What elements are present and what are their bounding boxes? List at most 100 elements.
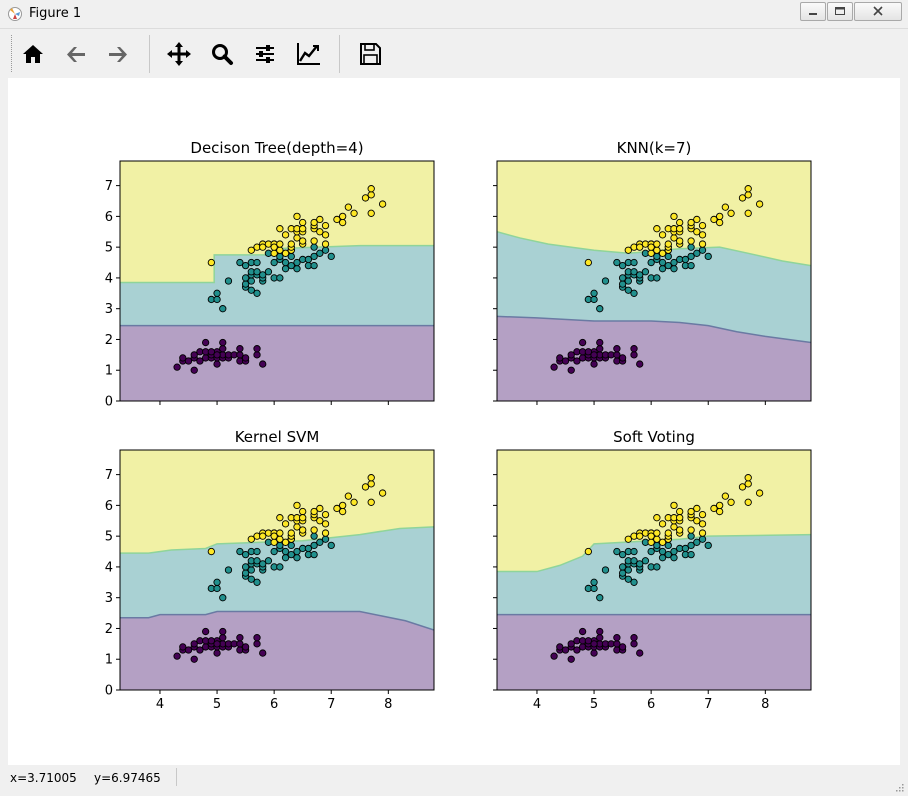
data-point-class-1 — [630, 268, 638, 276]
region-class-0 — [120, 325, 434, 401]
subplot-2: KNN(k=7) — [493, 139, 812, 405]
data-point-class-2 — [321, 510, 330, 519]
data-point-class-2 — [624, 246, 632, 254]
home-button[interactable] — [16, 37, 50, 71]
subplot-title: Kernel SVM — [235, 428, 320, 446]
data-point-class-1 — [264, 557, 273, 565]
subplot-title: KNN(k=7) — [617, 139, 692, 157]
data-point-class-1 — [259, 271, 267, 279]
data-point-class-2 — [276, 225, 284, 233]
x-tick-label: 4 — [156, 697, 164, 712]
data-point-class-1 — [670, 554, 678, 562]
data-point-class-1 — [630, 258, 638, 267]
window-title: Figure 1 — [29, 6, 82, 21]
edit-axes-button[interactable] — [292, 37, 326, 71]
data-point-class-2 — [710, 504, 718, 513]
data-point-class-1 — [653, 563, 661, 571]
data-point-class-1 — [310, 532, 318, 540]
back-button[interactable] — [59, 37, 93, 71]
data-point-class-2 — [344, 203, 353, 211]
subplot-title: Decison Tree(depth=4) — [190, 139, 363, 157]
data-point-class-0 — [253, 640, 261, 648]
minimize-button[interactable] — [800, 2, 826, 21]
data-point-class-2 — [259, 532, 267, 540]
data-point-class-1 — [287, 261, 295, 270]
data-point-class-2 — [676, 218, 684, 227]
data-point-class-2 — [653, 535, 661, 543]
cursor-x-readout: x=3.71005 — [10, 771, 77, 785]
data-point-class-0 — [567, 351, 575, 359]
data-point-class-2 — [350, 498, 358, 506]
data-point-class-2 — [744, 480, 752, 488]
data-point-class-0 — [253, 345, 261, 353]
data-point-class-1 — [590, 289, 598, 297]
data-point-class-0 — [556, 354, 564, 362]
region-class-0 — [120, 611, 434, 690]
data-point-class-0 — [173, 652, 181, 660]
data-point-class-2 — [287, 240, 295, 248]
data-point-class-0 — [201, 338, 210, 347]
data-point-class-2 — [316, 215, 324, 224]
data-point-class-1 — [270, 258, 278, 267]
data-point-class-1 — [704, 541, 712, 550]
x-tick-label: 8 — [761, 697, 769, 712]
data-point-class-2 — [716, 218, 724, 227]
configure-subplots-button[interactable] — [248, 37, 282, 71]
data-point-class-2 — [321, 221, 330, 230]
data-point-class-2 — [647, 243, 655, 251]
data-point-class-2 — [299, 526, 307, 534]
data-point-class-2 — [693, 517, 701, 525]
data-point-class-2 — [276, 240, 284, 248]
data-point-class-1 — [213, 584, 221, 593]
toolbar-grip[interactable] — [11, 35, 14, 72]
data-point-class-1 — [213, 295, 221, 304]
data-point-class-0 — [179, 643, 187, 651]
zoom-button[interactable] — [205, 37, 239, 71]
close-button[interactable] — [854, 2, 902, 21]
data-point-class-2 — [670, 501, 678, 510]
data-point-class-1 — [687, 252, 695, 261]
data-point-class-2 — [316, 504, 324, 513]
forward-button[interactable] — [101, 37, 135, 71]
data-point-class-2 — [281, 249, 290, 257]
data-point-class-1 — [647, 547, 655, 556]
data-point-class-1 — [618, 261, 627, 270]
maximize-button[interactable] — [827, 2, 853, 21]
save-button[interactable] — [353, 37, 387, 71]
figure-canvas[interactable]: 0 1 2 3 4 5 6 7 Decison Tree(depth=4) KNN(k=7) 4 5 6… — [8, 78, 900, 765]
search-icon — [212, 44, 233, 65]
figure: 0 1 2 3 4 5 6 7 Decison Tree(depth=4) KNN(k=7) 4 5 6… — [105, 139, 812, 712]
data-point-class-2 — [653, 246, 661, 254]
data-point-class-0 — [196, 357, 204, 365]
data-point-class-2 — [744, 185, 752, 193]
subplot-3: 4 5 6 7 8 0 1 2 3 4 5 6 7 Kernel SVM — [105, 428, 435, 712]
x-tick-label: 7 — [704, 697, 712, 712]
data-point-class-1 — [618, 274, 627, 282]
pan-button[interactable] — [162, 37, 196, 71]
data-point-class-2 — [247, 246, 255, 254]
axes-frame — [496, 449, 812, 691]
data-point-class-0 — [561, 357, 570, 365]
y-tick-label: 3 — [105, 591, 113, 606]
data-point-class-2 — [647, 532, 655, 540]
data-point-class-1 — [704, 252, 712, 261]
data-point-class-2 — [738, 194, 747, 202]
data-point-class-1 — [310, 243, 318, 251]
data-point-class-1 — [247, 575, 255, 583]
data-point-class-2 — [698, 520, 707, 528]
data-point-class-1 — [276, 274, 284, 282]
data-point-class-1 — [276, 563, 284, 571]
data-point-class-2 — [310, 507, 318, 516]
y-tick-label: 7 — [105, 179, 113, 194]
sliders-icon — [256, 45, 274, 63]
y-tick-label: 4 — [105, 271, 113, 286]
data-point-class-1 — [596, 594, 604, 602]
data-point-class-2 — [270, 243, 278, 251]
data-point-class-1 — [681, 544, 690, 553]
data-point-class-1 — [293, 265, 301, 273]
data-point-class-2 — [670, 212, 678, 221]
x-tick-label: 5 — [590, 697, 598, 712]
decision-regions — [120, 161, 434, 401]
resize-grip-icon[interactable] — [894, 782, 904, 792]
data-point-class-1 — [618, 550, 627, 559]
